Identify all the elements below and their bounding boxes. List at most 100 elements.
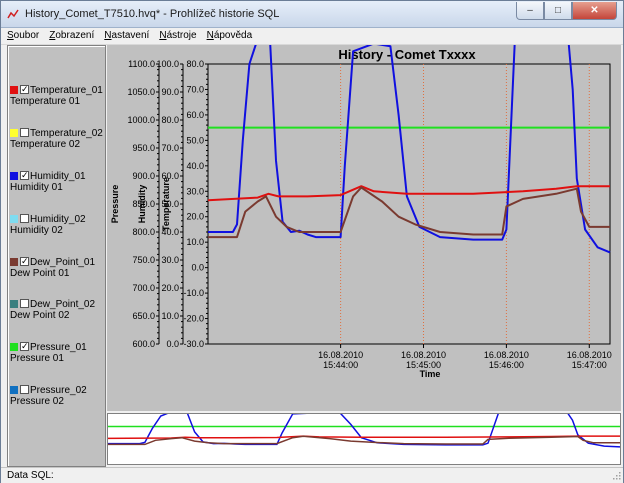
minimize-button[interactable]: – (516, 2, 544, 20)
chart-title: History - Comet Txxxx (338, 47, 476, 62)
y-tick-label: 70.0 (161, 143, 179, 153)
chart-app-icon (7, 9, 19, 19)
y-axis-label: Humidity (137, 185, 147, 224)
y-tick-label: 20.0 (186, 212, 204, 222)
y-tick-label: 100.0 (156, 59, 179, 69)
channel-color-swatch (10, 86, 18, 94)
y-axis-label: Pressure (110, 185, 120, 224)
channel-checkbox[interactable] (20, 128, 29, 137)
menu-zobrazeni[interactable]: Zobrazení (49, 30, 95, 41)
channel-color-swatch (10, 300, 18, 308)
y-tick-label: 800.0 (132, 227, 155, 237)
x-tick-date: 16.08.2010 (484, 350, 529, 360)
y-tick-label: 1100.0 (128, 59, 155, 69)
x-tick-time: 15:44:00 (323, 360, 358, 370)
overview-canvas[interactable] (107, 411, 621, 464)
y-tick-label: 0.0 (191, 263, 204, 273)
series-line (208, 186, 610, 239)
channel-checkbox[interactable] (20, 214, 29, 223)
channel-name: Temperature_02 (30, 128, 103, 139)
history-chart[interactable]: History - Comet Txxxx 1100.0 1050.0 1000.0 9… (107, 41, 621, 411)
resize-grip-icon[interactable] (611, 470, 621, 480)
close-button[interactable]: ✕ (572, 2, 617, 20)
y-tick-label: -30.0 (183, 339, 204, 349)
chart-canvas[interactable]: History - Comet Txxxx 1100.0 1050.0 1000.0 9… (107, 41, 621, 411)
x-tick-time: 15:45:00 (406, 360, 441, 370)
channel-color-swatch (10, 258, 18, 266)
y-tick-label: 10.0 (186, 237, 204, 247)
status-text: Data SQL: (7, 470, 54, 481)
y-tick-label: -20.0 (183, 314, 204, 324)
y-tick-label: 850.0 (132, 199, 155, 209)
x-tick-time: 15:46:00 (489, 360, 524, 370)
channel-checkbox[interactable]: ✓ (20, 256, 29, 266)
series-line (207, 185, 610, 202)
x-axis-label: Time (420, 369, 441, 379)
overview-series-line (108, 435, 620, 446)
y-tick-label: 950.0 (132, 143, 155, 153)
y-tick-label: 60.0 (186, 110, 204, 120)
y-tick-label: 20.0 (161, 283, 179, 293)
channel-checkbox[interactable]: ✓ (20, 170, 29, 180)
channel-description: Dew Point 01 (10, 268, 70, 279)
y-tick-label: 30.0 (186, 186, 204, 196)
window-title: History_Comet_T7510.hvq* - Prohlížeč his… (25, 8, 280, 20)
y-tick-label: 750.0 (132, 255, 155, 265)
channel-color-swatch (10, 386, 18, 394)
channel-color-swatch (10, 129, 18, 137)
minimize-icon: – (527, 5, 533, 16)
y-tick-label: 90.0 (161, 87, 179, 97)
channel-description: Temperature 02 (10, 139, 81, 150)
x-tick-date: 16.08.2010 (318, 350, 363, 360)
y-tick-label: 600.0 (132, 339, 155, 349)
menu-napoveda[interactable]: Nápověda (206, 30, 253, 41)
y-tick-label: -10.0 (183, 288, 204, 298)
channel-checkbox[interactable] (20, 385, 29, 394)
y-tick-label: 50.0 (161, 199, 179, 209)
overview-navigator[interactable] (107, 411, 621, 465)
x-tick-date: 16.08.2010 (567, 350, 612, 360)
y-tick-label: 10.0 (161, 311, 179, 321)
y-tick-label: 650.0 (132, 311, 155, 321)
menu-soubor[interactable]: Soubor (7, 30, 40, 41)
channel-name: Pressure_02 (30, 385, 87, 396)
channel-description: Pressure 02 (10, 396, 64, 407)
y-tick-label: 1050.0 (127, 87, 155, 97)
channel-description: Temperature 01 (10, 96, 81, 107)
x-tick-date: 16.08.2010 (401, 350, 446, 360)
y-tick-label: 50.0 (186, 135, 204, 145)
channel-color-swatch (10, 343, 18, 351)
y-tick-label: 1000.0 (127, 115, 155, 125)
y-tick-label: 900.0 (132, 171, 155, 181)
channel-name: Humidity_01 (30, 171, 86, 182)
channel-list: ✓ Temperature_01 Temperature 01 Temperat… (7, 45, 106, 467)
window-controls: – □ ✕ (516, 2, 617, 20)
channel-name: Humidity_02 (30, 214, 86, 225)
channel-checkbox[interactable]: ✓ (20, 341, 29, 351)
status-bar: Data SQL: (1, 467, 623, 483)
y-tick-label: 0.0 (166, 339, 179, 349)
menu-bar: Soubor Zobrazení Nastavení Nástroje Nápo… (1, 28, 623, 45)
menu-nastaveni[interactable]: Nastavení (104, 30, 150, 41)
channel-description: Humidity 02 (10, 225, 63, 236)
y-tick-label: 40.0 (161, 227, 179, 237)
channel-description: Pressure 01 (10, 353, 64, 364)
channel-color-swatch (10, 172, 18, 180)
x-tick-time: 15:47:00 (572, 360, 607, 370)
y-tick-label: 80.0 (161, 115, 179, 125)
title-bar: History_Comet_T7510.hvq* - Prohlížeč his… (1, 1, 623, 28)
channel-color-swatch (10, 215, 18, 223)
y-tick-label: 30.0 (161, 255, 179, 265)
channel-name: Dew_Point_01 (30, 257, 96, 268)
y-tick-label: 60.0 (161, 171, 179, 181)
channel-checkbox[interactable]: ✓ (20, 84, 29, 94)
channel-name: Pressure_01 (30, 342, 87, 353)
menu-nastroje[interactable]: Nástroje (159, 30, 197, 41)
y-tick-label: 80.0 (186, 59, 204, 69)
channel-name: Dew_Point_02 (30, 299, 96, 310)
y-tick-label: 40.0 (186, 161, 204, 171)
channel-checkbox[interactable] (20, 299, 29, 308)
maximize-button[interactable]: □ (544, 2, 572, 20)
channel-name: Temperature_01 (30, 85, 103, 96)
